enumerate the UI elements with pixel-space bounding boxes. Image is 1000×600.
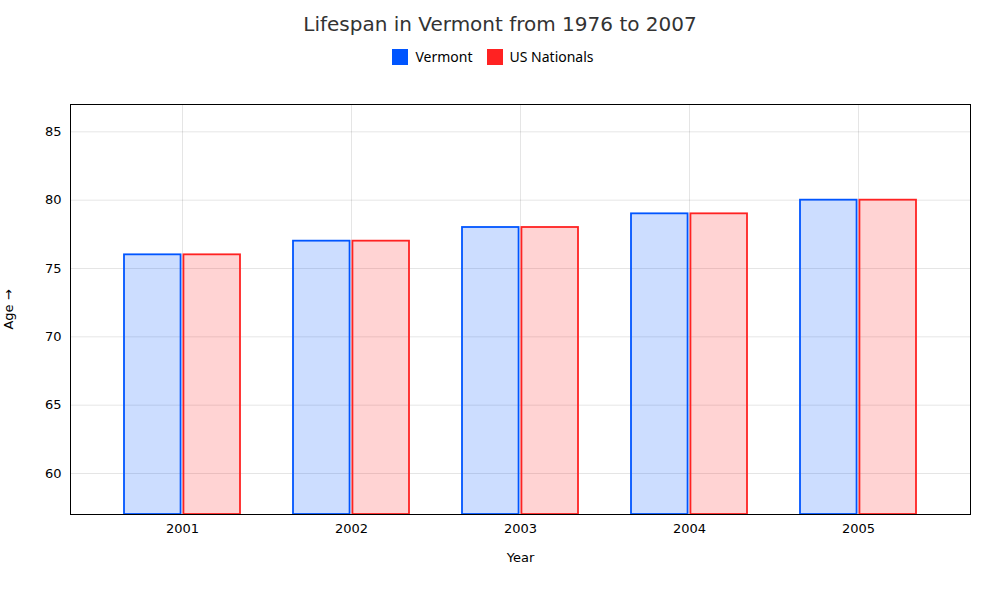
svg-text:70: 70	[45, 329, 62, 344]
html-text:US Nationals: US Nationals	[509, 47, 594, 66]
svg-text:Age →: Age →	[1, 289, 16, 329]
svg-text:75: 75	[45, 261, 62, 276]
html-text:Lifespan in Vermont from 1976: Lifespan in Vermont from 1976 to 2007	[303, 12, 697, 36]
svg-text:80: 80	[45, 192, 62, 207]
html-text:Vermont: Vermont	[415, 47, 473, 66]
svg-text:2001: 2001	[166, 521, 199, 536]
svg-text:60: 60	[45, 466, 62, 481]
svg-text:Year: Year	[506, 550, 535, 565]
svg-text:2005: 2005	[842, 521, 875, 536]
svg-text:2002: 2002	[335, 521, 368, 536]
svg-text:65: 65	[45, 397, 62, 412]
svg-text:2004: 2004	[673, 521, 706, 536]
svg-text:2003: 2003	[504, 521, 537, 536]
svg-text:85: 85	[45, 124, 62, 139]
